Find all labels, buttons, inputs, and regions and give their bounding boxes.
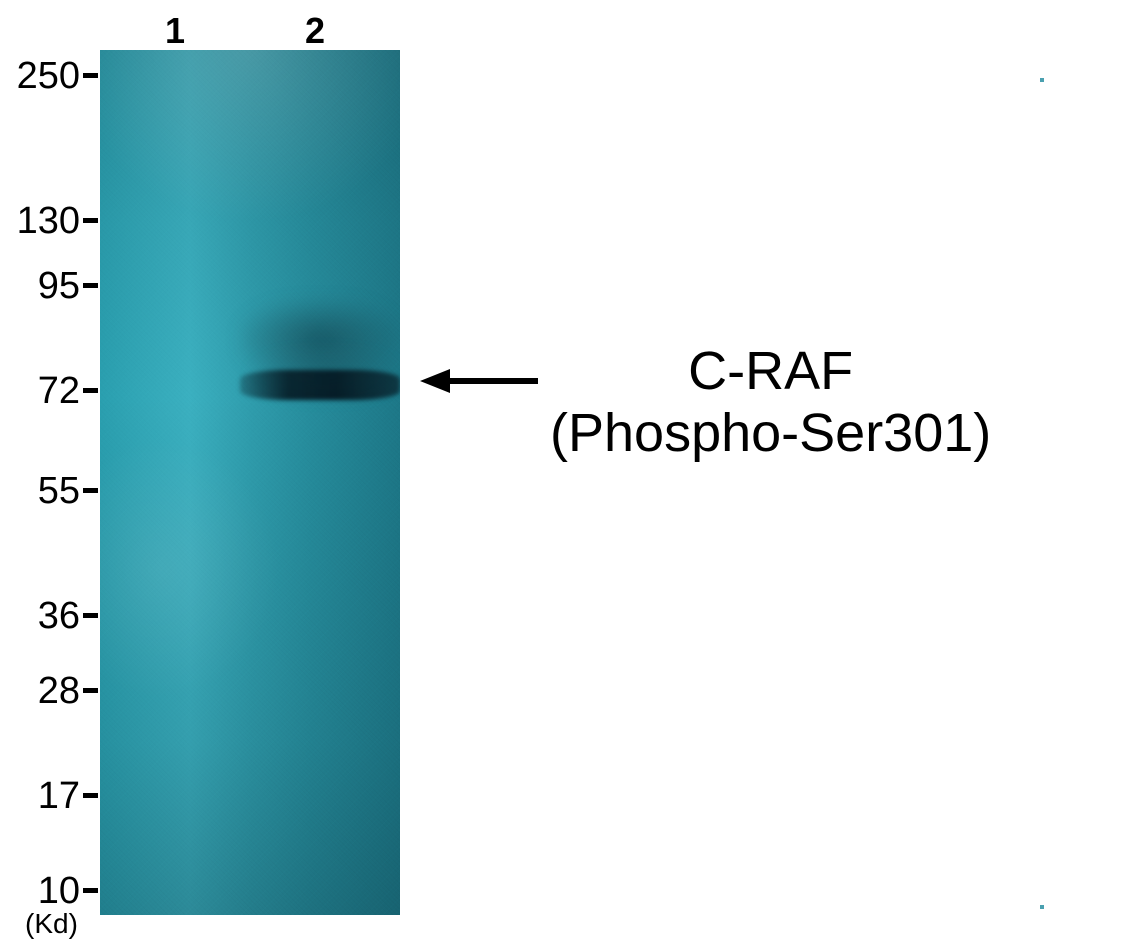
marker-tick-28 xyxy=(83,688,98,693)
lane-label-1: 1 xyxy=(165,10,185,52)
marker-250: 250 xyxy=(10,55,80,98)
marker-28: 28 xyxy=(28,670,80,713)
marker-36: 36 xyxy=(28,595,80,638)
western-blot-figure: 1 2 250 130 95 72 55 36 28 17 xyxy=(0,0,1127,933)
marker-tick-72 xyxy=(83,388,98,393)
marker-130: 130 xyxy=(10,200,80,243)
band-smear xyxy=(250,350,400,400)
protein-name-label: C-RAF (Phospho-Ser301) xyxy=(550,340,991,464)
marker-tick-10 xyxy=(83,888,98,893)
dot-marker-top xyxy=(1040,78,1044,82)
marker-55: 55 xyxy=(28,470,80,513)
kd-unit-label: (Kd) xyxy=(25,908,78,940)
marker-tick-95 xyxy=(83,283,98,288)
marker-95: 95 xyxy=(28,265,80,308)
protein-label-line2: (Phospho-Ser301) xyxy=(550,402,991,464)
dot-marker-bottom xyxy=(1040,905,1044,909)
marker-tick-55 xyxy=(83,488,98,493)
marker-tick-250 xyxy=(83,73,98,78)
marker-10: 10 xyxy=(28,870,80,913)
marker-tick-36 xyxy=(83,613,98,618)
blot-membrane xyxy=(100,50,400,915)
protein-label-line1: C-RAF xyxy=(550,340,991,402)
marker-tick-130 xyxy=(83,218,98,223)
arrow-head-icon xyxy=(420,369,450,393)
blot-noise xyxy=(100,50,400,915)
blot-background xyxy=(100,50,400,915)
marker-tick-17 xyxy=(83,793,98,798)
marker-72: 72 xyxy=(28,370,80,413)
marker-17: 17 xyxy=(28,775,80,818)
lane-label-2: 2 xyxy=(305,10,325,52)
arrow-line xyxy=(448,378,538,384)
